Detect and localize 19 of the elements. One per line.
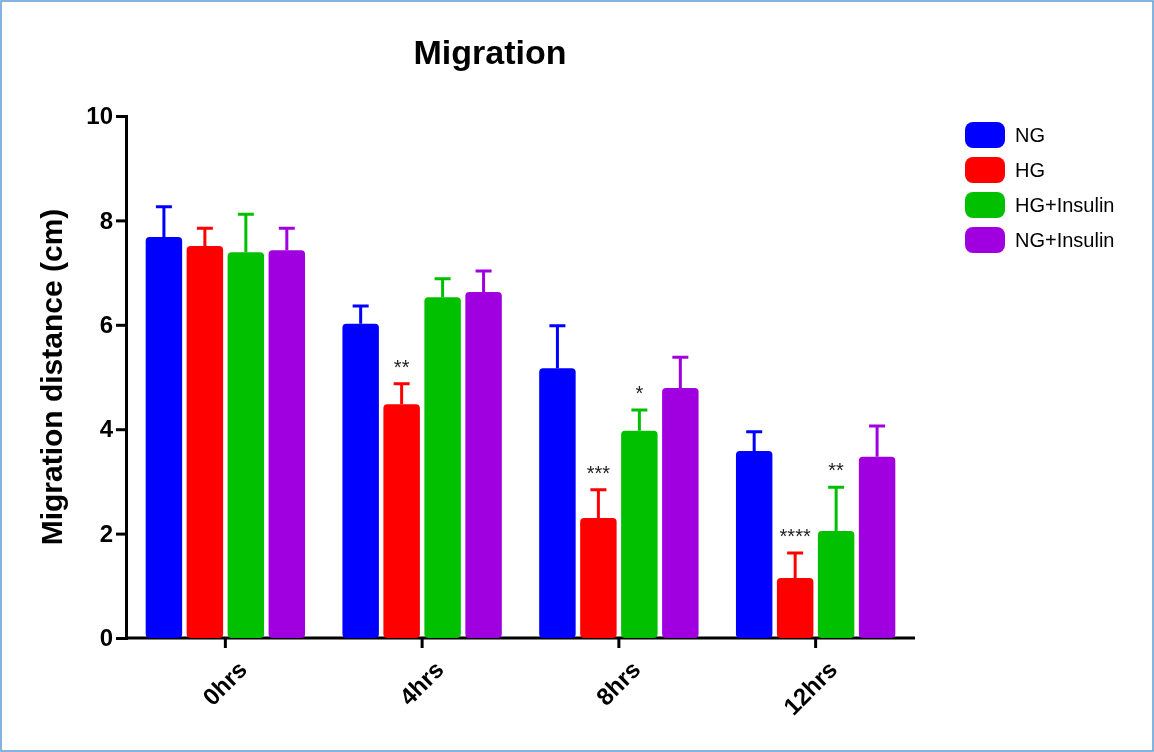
y-tick-label: 4 <box>99 415 114 443</box>
legend-label: NG <box>1015 124 1045 146</box>
legend-label: HG <box>1015 159 1045 181</box>
data-label: ** <box>393 355 410 378</box>
legend-label: NG+Insulin <box>1015 229 1115 251</box>
data-label: ** <box>828 459 845 482</box>
x-tick-label: 4hrs <box>393 655 449 711</box>
data-label: * <box>635 381 644 404</box>
data-label: *** <box>586 461 611 484</box>
chart-title: Migration <box>413 33 567 71</box>
y-axis-title: Migration distance (cm) <box>35 208 68 546</box>
y-tick-label: 8 <box>99 206 113 234</box>
y-tick-label: 6 <box>99 310 113 338</box>
y-tick-label: 0 <box>99 624 113 652</box>
legend-label: HG+Insulin <box>1015 194 1115 216</box>
y-tick-label: 2 <box>99 519 113 547</box>
y-tick-label: 10 <box>86 102 113 130</box>
x-tick-label: 0hrs <box>197 655 253 711</box>
data-label: **** <box>779 524 811 547</box>
